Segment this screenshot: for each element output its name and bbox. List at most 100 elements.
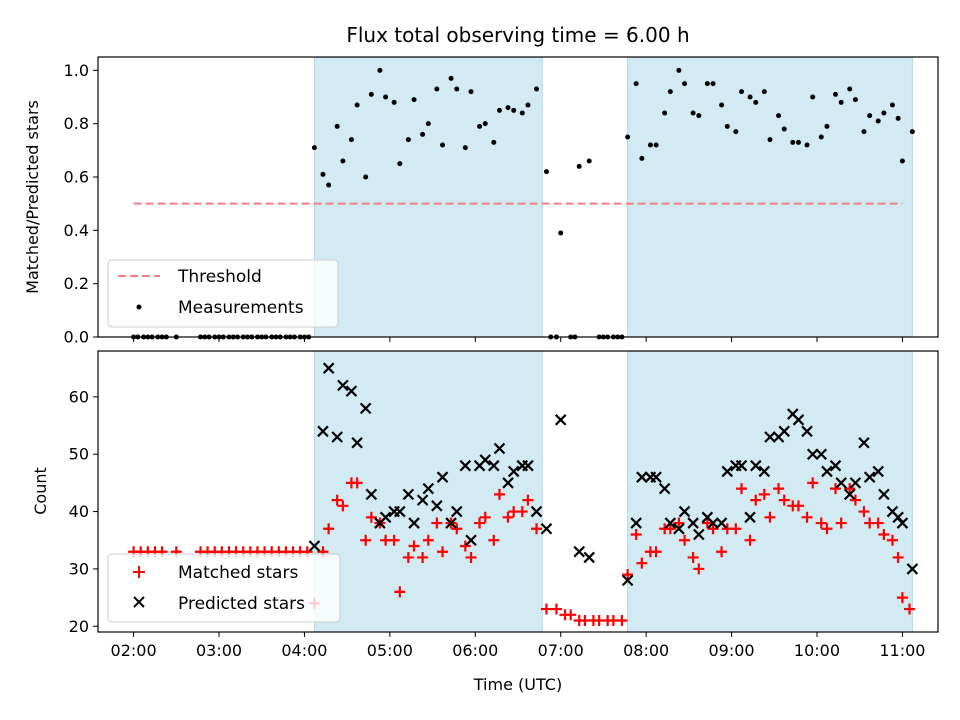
measurement-point (334, 123, 340, 129)
measurement-point (425, 121, 431, 127)
y-tick-label: 0.2 (64, 274, 89, 293)
measurement-point (491, 139, 497, 145)
measurement-point (368, 91, 374, 97)
predicted-star-point (402, 488, 415, 501)
matched-star-point (516, 506, 528, 518)
matched-star-point (502, 511, 514, 523)
measurement-point (761, 89, 767, 95)
matched-star-point (422, 534, 434, 546)
predicted-star-point (322, 362, 335, 374)
matched-star-point (687, 551, 699, 563)
matched-star-point (730, 523, 742, 535)
matched-star-point (565, 609, 577, 621)
measurement-point (534, 86, 540, 92)
measurement-point (767, 137, 773, 143)
measurement-point (633, 81, 639, 87)
x-tick-label: 08:00 (623, 641, 669, 660)
shaded-interval (313, 350, 543, 633)
measurement-point (434, 86, 440, 92)
matched-star-point (474, 517, 486, 529)
matched-star-point (904, 603, 916, 615)
measurement-point (889, 102, 895, 108)
measurement-point (682, 81, 688, 87)
predicted-star-point (843, 488, 856, 501)
matched-star-point (886, 534, 898, 546)
measurement-point (543, 169, 549, 175)
x-tick-label: 04:00 (281, 641, 327, 660)
predicted-star-point (522, 459, 534, 472)
predicted-star-point (801, 425, 813, 438)
matched-star-point (792, 500, 804, 512)
measurement-point (881, 110, 887, 116)
measurement-point (354, 102, 360, 108)
measurement-point (625, 134, 631, 140)
top-legend: Threshold Measurements (107, 259, 339, 328)
predicted-star-point (721, 465, 734, 478)
measurement-point (662, 110, 668, 116)
matched-star-point (531, 523, 543, 535)
measurement-point (454, 86, 460, 92)
bottom-x-ticks: 02:00 03:00 04:00 05:00 06:00 07:00 08:00 09:00… (111, 632, 925, 660)
legend-predicted-swatch (133, 596, 145, 608)
matched-star-point (673, 517, 685, 529)
predicted-star-point (821, 465, 833, 478)
matched-star-point (465, 551, 477, 563)
matched-star-point (451, 523, 463, 535)
matched-star-point (437, 546, 449, 558)
measurement-point (448, 75, 454, 81)
y-tick-label: 0.4 (64, 221, 89, 240)
measurement-point (477, 123, 483, 129)
y-tick-label: 60 (69, 387, 89, 406)
predicted-star-point (445, 517, 457, 529)
measurement-point (586, 158, 592, 164)
y-tick-label: 30 (69, 559, 89, 578)
predicted-star-point (365, 488, 378, 501)
x-tick-label: 03:00 (196, 641, 242, 660)
matched-star-point (878, 529, 890, 541)
measurement-point (653, 142, 659, 148)
matched-star-point (815, 517, 827, 529)
matched-star-point (693, 563, 705, 575)
predicted-star-point (636, 471, 648, 483)
measurement-point (468, 89, 474, 95)
matched-star-point (431, 517, 443, 529)
matched-star-point (337, 500, 349, 512)
measurement-point (832, 91, 838, 97)
measurement-point (733, 129, 739, 135)
predicted-star-point (829, 459, 842, 472)
bottom-legend-box (107, 553, 341, 623)
matched-star-point (896, 592, 908, 604)
bottom-axes-frame (97, 350, 939, 633)
matched-star-point (707, 523, 719, 535)
legend-measurements-label: Measurements (178, 298, 304, 318)
measurement-point (348, 137, 354, 143)
measurement-point (724, 123, 730, 129)
matched-star-point (650, 546, 662, 558)
predicted-star-point (459, 459, 472, 472)
matched-star-point (351, 477, 363, 489)
predicted-star-point (735, 459, 748, 472)
measurement-point (639, 155, 645, 161)
predicted-star-point (673, 522, 685, 535)
matched-star-point (679, 534, 691, 546)
x-tick-label: 06:00 (452, 641, 498, 660)
predicted-star-point (337, 379, 349, 392)
predicted-star-point (436, 471, 449, 483)
measurement-point (525, 102, 531, 108)
bottom-shaded-regions (313, 350, 913, 633)
predicted-star-point (687, 517, 699, 529)
x-tick-label: 11:00 (879, 641, 925, 660)
matched-star-point (408, 540, 420, 552)
legend-matched-label: Matched stars (178, 563, 298, 583)
matched-star-point (388, 534, 400, 546)
x-tick-label: 02:00 (111, 641, 157, 660)
predicted-star-point (806, 448, 819, 461)
matched-star-point (479, 511, 491, 523)
measurement-point (496, 107, 502, 113)
predicted-star-point (849, 477, 862, 489)
measurement-point (818, 134, 824, 140)
matched-star-point (807, 477, 819, 489)
measurement-point (340, 158, 346, 164)
predicted-star-point (863, 471, 876, 483)
